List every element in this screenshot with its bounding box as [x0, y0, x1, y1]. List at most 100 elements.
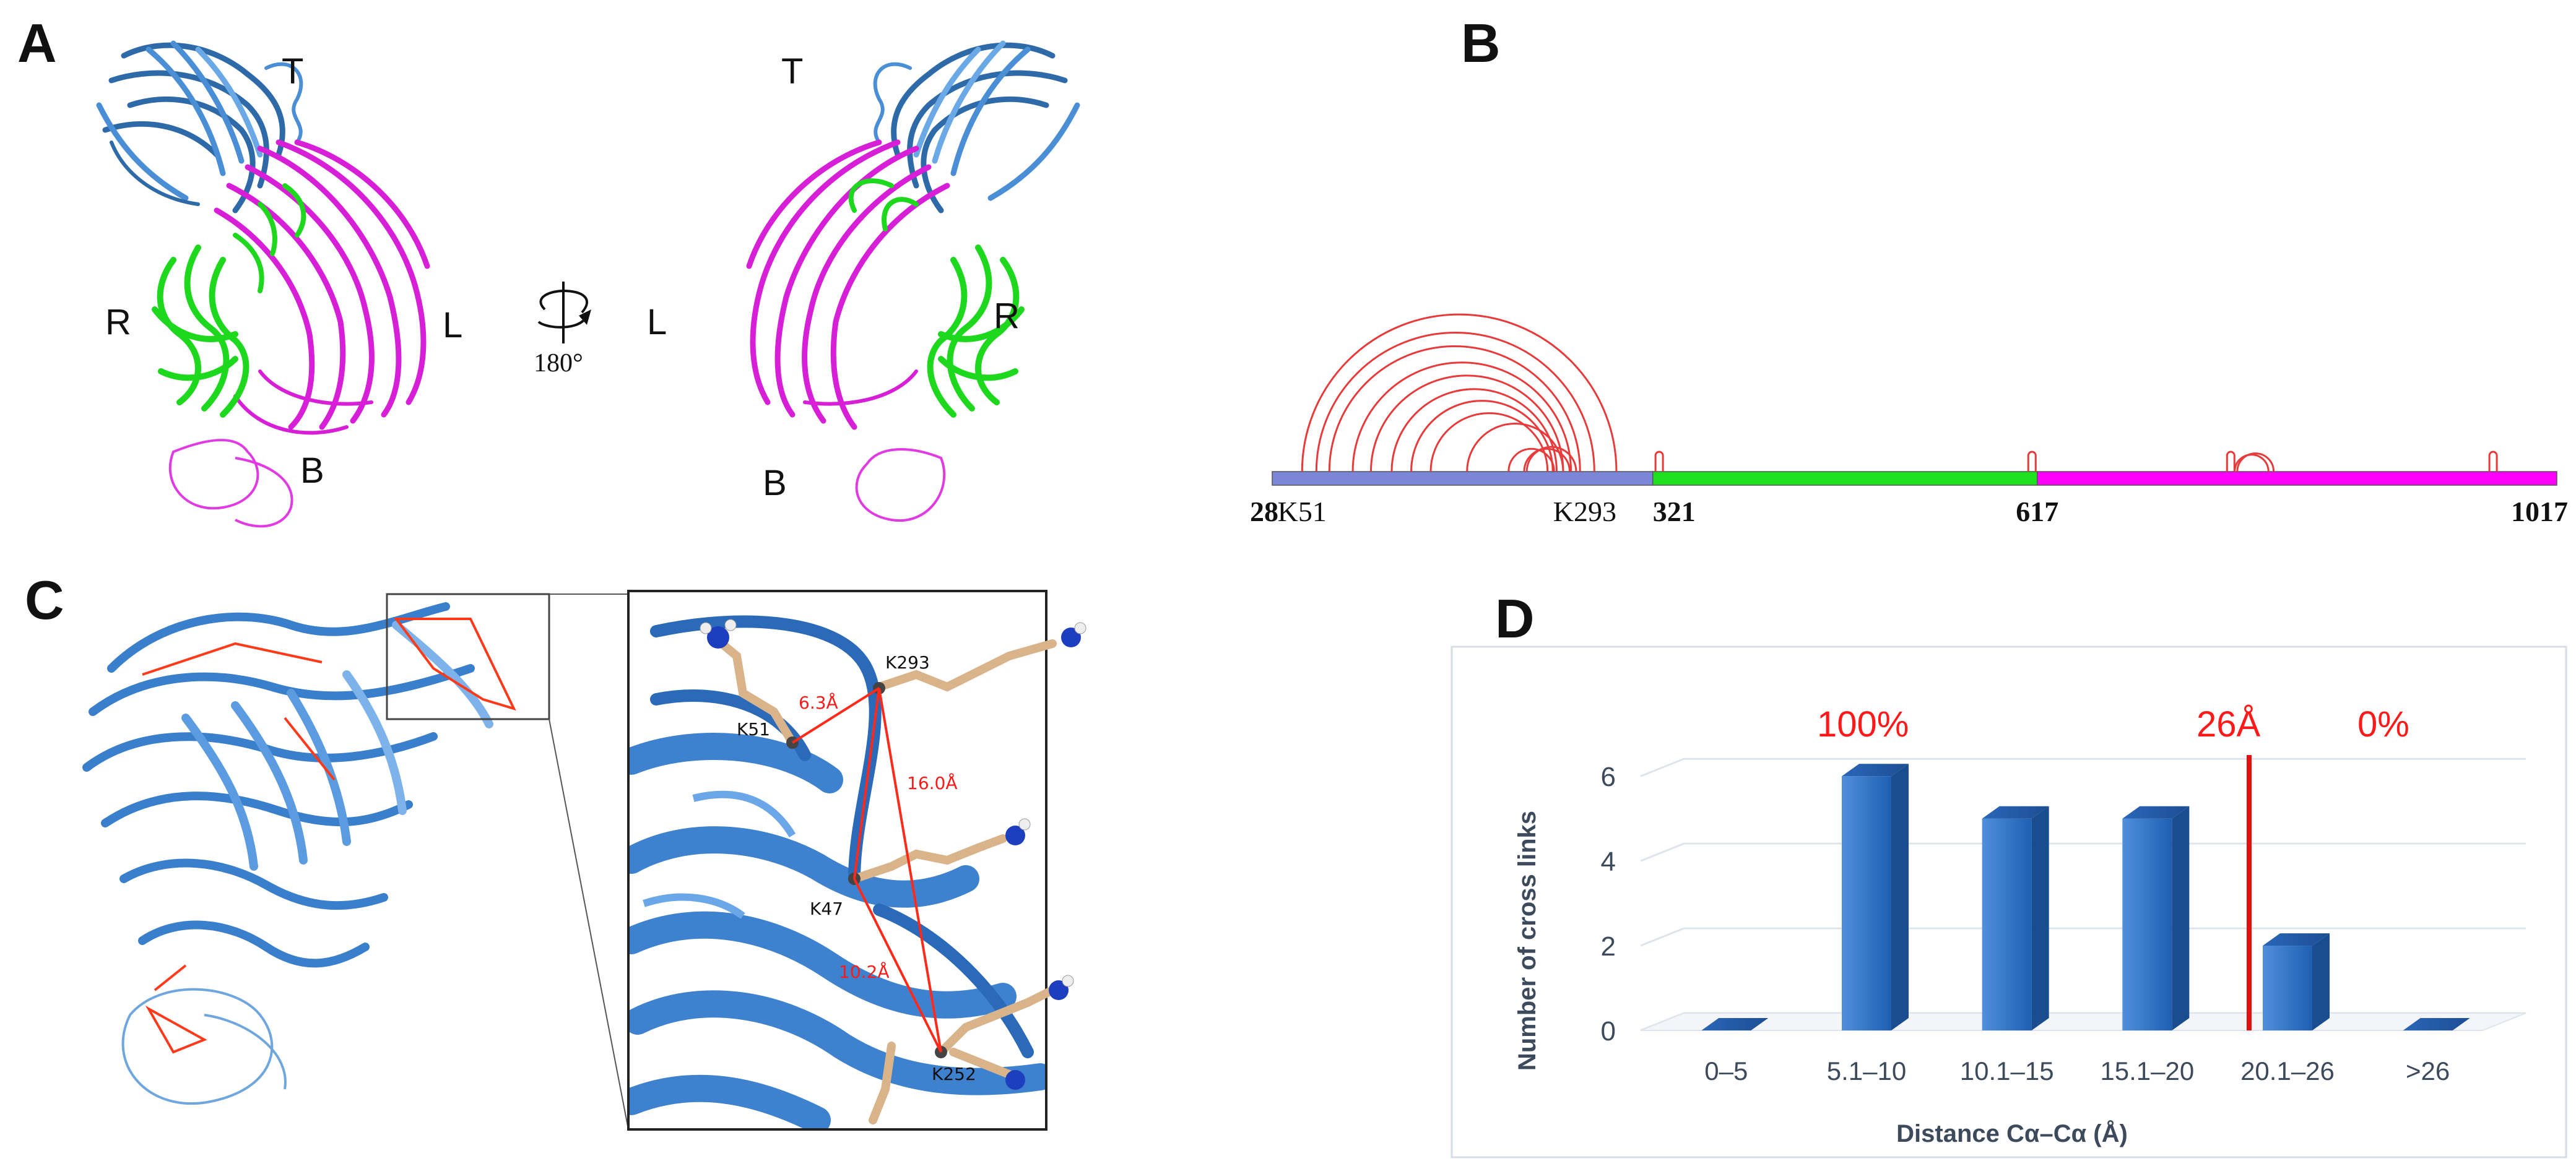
bar-front — [1842, 776, 1891, 1030]
bar-front — [2122, 818, 2172, 1030]
crosslink-arc — [1654, 451, 1664, 472]
residue-k51: K51 — [737, 719, 770, 740]
panel-a: A — [17, 12, 1080, 528]
distance-lines — [791, 687, 942, 1053]
crosslink-arc — [2226, 451, 2236, 472]
label-right-front: L — [443, 305, 462, 345]
domain-segment-3 — [2037, 471, 2557, 486]
structure-view-back — [746, 40, 1080, 522]
residue-k293: K293 — [885, 652, 930, 673]
bar-front — [2263, 946, 2312, 1030]
label-left-front: R — [105, 302, 131, 342]
panel-d: D 0 2 4 6 0–5 5.1–10 10.1–15 15.1–20 20.1–26 >26… — [1451, 588, 2567, 1159]
r-domain-green — [152, 183, 306, 418]
x-tick-label: 0–5 — [1704, 1056, 1748, 1085]
floor-plane — [1640, 1012, 2526, 1031]
structure-view-front: T R L B — [96, 40, 462, 528]
bar-side — [2172, 806, 2190, 1030]
crosslink-arc — [1315, 332, 1595, 472]
crosslink-arc — [1466, 422, 1564, 472]
distance-label-1: 6.3Å — [799, 692, 838, 713]
sequence-tick-label: 1017 — [2511, 496, 2568, 527]
residue-k47: K47 — [810, 899, 843, 919]
distance-label-2: 16.0Å — [907, 772, 958, 793]
crosslink-arc — [1410, 400, 1554, 472]
y-tick-label: 2 — [1601, 931, 1616, 962]
crosslink-arc — [2488, 451, 2498, 472]
sequence-tick-label: K293 — [1553, 496, 1616, 527]
chart-bars — [1701, 764, 2470, 1030]
bar-top — [2122, 806, 2190, 819]
y-tick-label: 6 — [1601, 762, 1616, 792]
sequence-bar — [1272, 471, 2557, 486]
rotation-symbol: 180° — [534, 282, 591, 378]
crosslink-arc — [1369, 374, 1564, 472]
bar-side — [2312, 933, 2330, 1030]
label-bottom-back: B — [763, 463, 787, 503]
cutoff-label: 26Å — [2197, 704, 2261, 745]
label-right-back: R — [994, 296, 1020, 336]
sequence-tick-label: K51 — [1278, 496, 1327, 527]
x-tick-label: 5.1–10 — [1827, 1056, 1906, 1085]
bar-side — [2031, 806, 2049, 1030]
y-tick-label: 0 — [1601, 1016, 1616, 1047]
rotation-angle: 180° — [534, 349, 583, 378]
b-loop — [168, 439, 293, 528]
crosslink-arc — [1525, 446, 1577, 472]
panel-c: C — [25, 569, 1086, 1131]
crosslink-arc — [1429, 412, 1549, 472]
panel-c-label: C — [25, 569, 64, 631]
crosslink-arc — [1507, 448, 1555, 472]
annotation-0-percent: 0% — [2357, 704, 2409, 745]
panel-b-label: B — [1461, 12, 1501, 74]
sequence-tick-label: 617 — [2016, 496, 2058, 527]
label-top-front: T — [282, 51, 303, 92]
y-axis-label: Number of cross links — [1514, 811, 1541, 1071]
annotation-100-percent: 100% — [1817, 704, 1909, 745]
bar-front — [1982, 818, 2032, 1030]
crosslink-arcs — [1302, 314, 2498, 472]
x-tick-label: 20.1–26 — [2240, 1056, 2335, 1085]
sequence-tick-label: 28 — [1250, 496, 1278, 527]
x-axis-label: Distance Cα–Cα (Å) — [1896, 1120, 2128, 1147]
gridline-side — [1640, 927, 1685, 947]
crosslink-arc — [1390, 388, 1558, 472]
crosslink-arc — [1351, 361, 1572, 472]
residue-k252: K252 — [932, 1064, 976, 1084]
lysine-sidechains — [714, 636, 1057, 1124]
crosslink-arc — [1523, 448, 1571, 472]
t-domain-blue — [96, 40, 303, 214]
panel-a-label: A — [17, 12, 57, 74]
rotation-arrowhead-icon — [579, 309, 591, 325]
overview-structure — [82, 593, 629, 1130]
distance-label-3: 10.2Å — [839, 961, 890, 982]
y-tick-label: 4 — [1601, 847, 1616, 877]
gridline-side — [1640, 842, 1685, 862]
bar-side — [1891, 764, 1909, 1030]
x-tick-label: 10.1–15 — [1960, 1056, 2054, 1085]
zoom-inset: K293 K51 K47 K252 6.3Å 16.0Å 10.2Å — [627, 590, 1086, 1131]
sequence-tick-label: 321 — [1653, 496, 1696, 527]
crosslink-arc — [2027, 451, 2037, 472]
y-tick-labels: 0 2 4 6 — [1601, 762, 1616, 1047]
label-left-back: L — [647, 302, 667, 342]
panel-d-label: D — [1495, 588, 1535, 649]
crosslink-arc — [2236, 452, 2275, 472]
domain-segment-1 — [1272, 471, 1654, 486]
zoom-region-box — [386, 593, 550, 720]
label-top-back: T — [781, 51, 803, 92]
bar-top — [1982, 806, 2049, 819]
label-bottom-front: B — [300, 451, 324, 491]
x-tick-labels: 0–5 5.1–10 10.1–15 15.1–20 20.1–26 >26 — [1704, 1056, 2450, 1085]
bar-top — [1701, 1018, 1769, 1030]
chart-floor — [1640, 1012, 2526, 1031]
overview-crosslinks — [142, 618, 516, 1054]
x-tick-label: >26 — [2406, 1056, 2450, 1085]
x-tick-label: 15.1–20 — [2100, 1056, 2194, 1085]
bar-top — [2263, 933, 2330, 946]
domain-segment-2 — [1652, 471, 2038, 486]
bar-top — [2403, 1018, 2470, 1030]
bar-top — [1842, 764, 1909, 777]
